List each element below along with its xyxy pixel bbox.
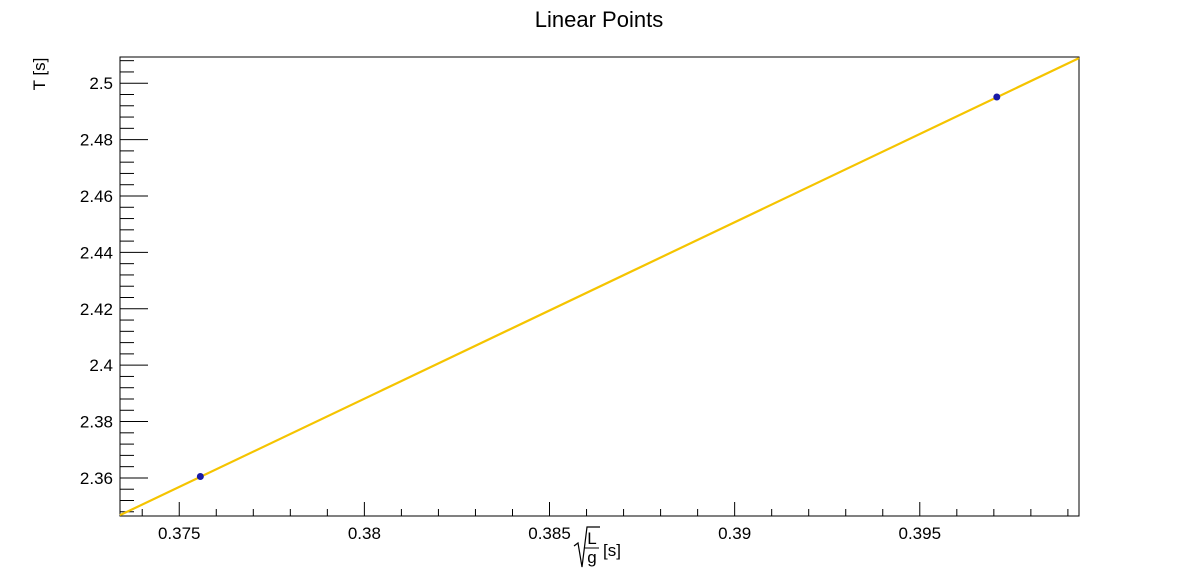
sqrt-symbol-icon: [573, 526, 600, 568]
y-tick-label: 2.44: [80, 243, 113, 262]
y-tick-label: 2.46: [80, 187, 113, 206]
x-tick-label: 0.375: [158, 524, 201, 543]
series-layer: [119, 57, 1080, 517]
x-tick-label: 0.39: [718, 524, 751, 543]
x-axis-label: L g [s]: [573, 526, 621, 568]
y-tick-label: 2.48: [80, 131, 113, 150]
y-tick-label: 2.42: [80, 300, 113, 319]
x-axis: 0.375 0.38 0.385 0.39 0.395: [141, 502, 1069, 543]
x-label-denominator: g: [587, 548, 596, 567]
y-tick-label: 2.36: [80, 469, 113, 488]
y-axis-label: T [s]: [30, 58, 49, 91]
fit-line: [119, 57, 1080, 517]
y-tick-label: 2.4: [89, 356, 113, 375]
data-point: [196, 473, 204, 481]
y-tick-label: 2.38: [80, 413, 113, 432]
chart-title: Linear Points: [535, 7, 663, 32]
x-tick-label: 0.38: [348, 524, 381, 543]
data-point: [993, 93, 1001, 101]
x-label-unit: [s]: [603, 541, 621, 560]
y-tick-label: 2.5: [89, 74, 113, 93]
x-tick-label: 0.385: [528, 524, 571, 543]
x-tick-label: 0.395: [899, 524, 942, 543]
x-label-numerator: L: [587, 529, 596, 548]
y-axis: 2.36 2.38 2.4 2.42 2.44 2.46 2.48 2.5: [80, 60, 148, 513]
